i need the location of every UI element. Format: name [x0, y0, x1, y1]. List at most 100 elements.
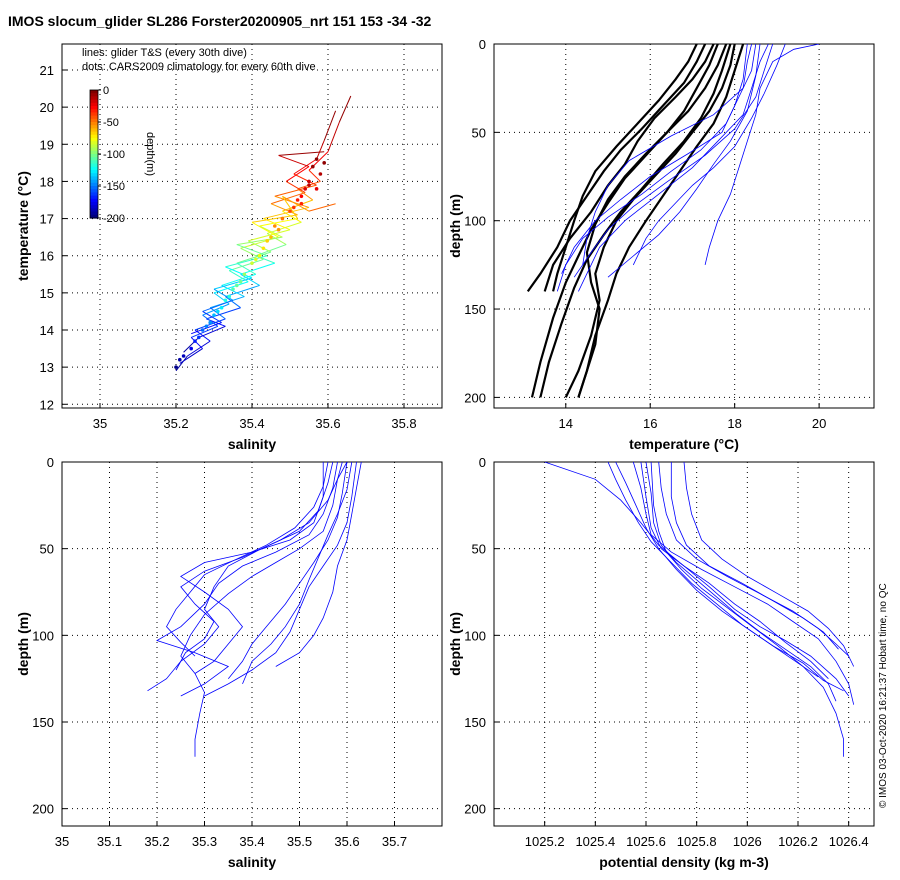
- climatology-temperature-profile: [577, 44, 745, 398]
- colorbar-segment: [90, 163, 98, 168]
- y-tick-label: 12: [40, 397, 54, 412]
- glider-density-profile: [650, 462, 844, 757]
- colorbar-tick-label: 0: [103, 85, 109, 97]
- colorbar-segment: [90, 160, 98, 165]
- climatology-dot: [204, 324, 209, 329]
- colorbar-segment: [90, 186, 98, 190]
- colorbar-segment: [90, 195, 98, 200]
- glider-ts-segment: [270, 192, 306, 205]
- glider-temperature-profile: [607, 44, 761, 278]
- glider-density-profile: [632, 462, 855, 705]
- y-axis-label: depth (m): [447, 612, 463, 676]
- glider-ts-segment: [251, 221, 279, 238]
- climatology-dot: [311, 164, 315, 169]
- climatology-dot: [174, 365, 178, 369]
- colorbar-segment: [90, 202, 98, 206]
- y-tick-label: 100: [32, 628, 54, 643]
- glider-ts-segment: [293, 173, 317, 186]
- glider-ts-segment: [225, 284, 260, 298]
- y-tick-label: 21: [40, 63, 54, 78]
- glider-salinity-profile: [180, 462, 324, 674]
- glider-salinity-profile: [175, 462, 343, 671]
- climatology-dot: [231, 287, 235, 291]
- y-tick-label: 100: [464, 628, 486, 643]
- glider-ts-segment: [338, 95, 352, 123]
- glider-ts-segment: [293, 158, 317, 175]
- glider-ts-segment: [278, 154, 310, 168]
- climatology-dot: [307, 179, 311, 184]
- x-tick-label: 35.5: [287, 834, 312, 849]
- colorbar-segment: [90, 125, 98, 129]
- y-tick-label: 19: [40, 137, 54, 152]
- colorbar-segment: [90, 122, 98, 126]
- climatology-dot: [292, 205, 296, 210]
- colorbar-segment: [90, 150, 98, 155]
- climatology-dot: [318, 172, 323, 176]
- climatology-dot: [238, 279, 243, 284]
- colorbar-segment: [90, 112, 98, 117]
- x-tick-label: 20: [812, 416, 826, 431]
- glider-ts-segment: [229, 258, 264, 272]
- x-tick-label: 35.6: [334, 834, 359, 849]
- climatology-dot: [197, 335, 201, 340]
- plot-area: [147, 462, 362, 757]
- colorbar-segment: [90, 109, 98, 113]
- glider-ts-segment: [175, 355, 188, 372]
- colorbar-segment: [90, 99, 98, 104]
- salinity-profile-panel: 35 35.1 35.2 35.3 35.4 35.5 35.6 35.7 0 50 100 150 2…: [15, 455, 443, 870]
- climatology-dot: [219, 305, 224, 310]
- glider-ts-segment: [270, 203, 298, 216]
- colorbar-segment: [90, 208, 98, 213]
- glider-ts-segment: [263, 206, 310, 220]
- climatology-dot: [216, 309, 220, 314]
- glider-salinity-profile: [180, 462, 348, 757]
- colorbar-segment: [90, 102, 98, 107]
- glider-density-profile: [683, 462, 855, 667]
- glider-salinity-profile: [242, 462, 353, 685]
- climatology-dot: [257, 253, 262, 258]
- y-tick-label: 15: [40, 286, 54, 301]
- x-tick-label: 14: [559, 416, 573, 431]
- glider-temperature-profile: [561, 44, 748, 274]
- glider-density-profile: [544, 462, 850, 697]
- glider-temperature-profile: [573, 44, 774, 278]
- glider-density-profile: [607, 462, 819, 678]
- climatology-dot: [200, 328, 205, 332]
- glider-ts-segment: [191, 322, 222, 335]
- colorbar-tick-label: -200: [103, 213, 125, 225]
- x-tick-label: 35.6: [315, 416, 340, 431]
- colorbar-segment: [90, 198, 98, 203]
- colorbar-segment: [90, 173, 98, 177]
- glider-temperature-profile: [632, 44, 786, 266]
- y-tick-label: 150: [32, 715, 54, 730]
- climatology-dot: [193, 339, 197, 343]
- y-tick-label: 50: [472, 542, 486, 557]
- x-tick-label: 1025.8: [677, 834, 717, 849]
- glider-ts-segment: [281, 196, 299, 219]
- climatology-dot: [269, 235, 273, 239]
- glider-ts-segment: [282, 199, 313, 212]
- colorbar-segment: [90, 96, 98, 101]
- climatology-dot: [303, 187, 308, 191]
- climatology-dot: [212, 313, 216, 317]
- y-tick-label: 20: [40, 100, 54, 115]
- climatology-dot: [307, 183, 311, 187]
- colorbar-tick-label: -150: [103, 181, 125, 193]
- y-tick-label: 200: [464, 390, 486, 405]
- glider-ts-segment: [308, 203, 336, 212]
- glider-ts-segment: [213, 288, 234, 301]
- glider-ts-segment: [179, 348, 203, 364]
- glider-salinity-profile: [156, 462, 338, 697]
- colorbar-tick-label: -50: [103, 117, 119, 129]
- colorbar-segment: [90, 154, 98, 158]
- glider-ts-segment: [225, 296, 241, 309]
- colorbar-segment: [90, 90, 98, 94]
- glider-ts-segment: [327, 121, 340, 152]
- glider-ts-segment: [194, 318, 226, 331]
- glider-ts-segment: [263, 218, 291, 231]
- legend-note: lines: glider T&S (every 30th dive): [82, 47, 247, 59]
- glider-ts-segment: [274, 184, 317, 197]
- glider-ts-segment: [282, 195, 310, 212]
- climatology-dot: [189, 346, 193, 351]
